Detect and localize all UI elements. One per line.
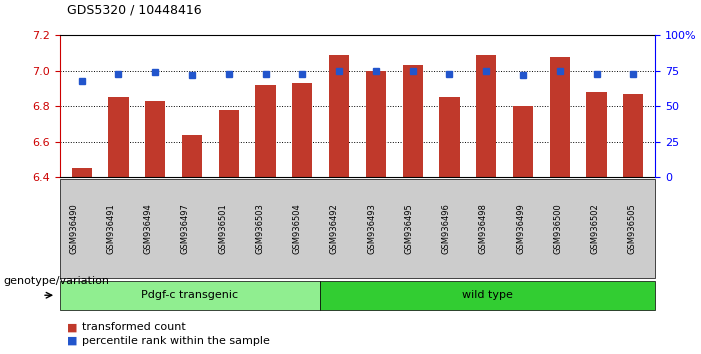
Text: GDS5320 / 10448416: GDS5320 / 10448416 [67,4,201,17]
Text: GSM936499: GSM936499 [516,203,525,254]
Text: GSM936494: GSM936494 [144,203,153,254]
Bar [550,57,570,177]
Bar [292,83,313,177]
Text: GSM936490: GSM936490 [69,203,79,254]
Text: Pdgf-c transgenic: Pdgf-c transgenic [142,290,238,300]
Text: ■: ■ [67,336,77,346]
Bar [440,97,460,177]
Text: genotype/variation: genotype/variation [4,276,109,286]
Bar [513,106,533,177]
Bar [255,85,275,177]
Bar [182,135,202,177]
Text: ■: ■ [67,322,77,332]
Text: GSM936503: GSM936503 [255,203,264,254]
Text: percentile rank within the sample: percentile rank within the sample [82,336,270,346]
Text: GSM936505: GSM936505 [628,203,637,254]
Bar [476,55,496,177]
Bar [366,71,386,177]
Text: wild type: wild type [463,290,513,300]
Bar [623,94,644,177]
Text: GSM936491: GSM936491 [107,203,116,254]
Text: GSM936502: GSM936502 [590,203,599,254]
Bar [219,110,239,177]
Bar [72,168,92,177]
Bar [587,92,606,177]
Bar [402,65,423,177]
Bar [329,55,349,177]
Text: GSM936504: GSM936504 [292,203,301,254]
Text: GSM936492: GSM936492 [330,203,339,254]
Text: GSM936497: GSM936497 [181,203,190,254]
Text: GSM936498: GSM936498 [479,203,488,254]
Text: GSM936500: GSM936500 [553,203,562,254]
Text: GSM936495: GSM936495 [404,203,414,254]
Text: GSM936496: GSM936496 [442,203,451,254]
Text: GSM936501: GSM936501 [218,203,227,254]
Text: GSM936493: GSM936493 [367,203,376,254]
Text: transformed count: transformed count [82,322,186,332]
Bar [145,101,165,177]
Bar [109,97,128,177]
